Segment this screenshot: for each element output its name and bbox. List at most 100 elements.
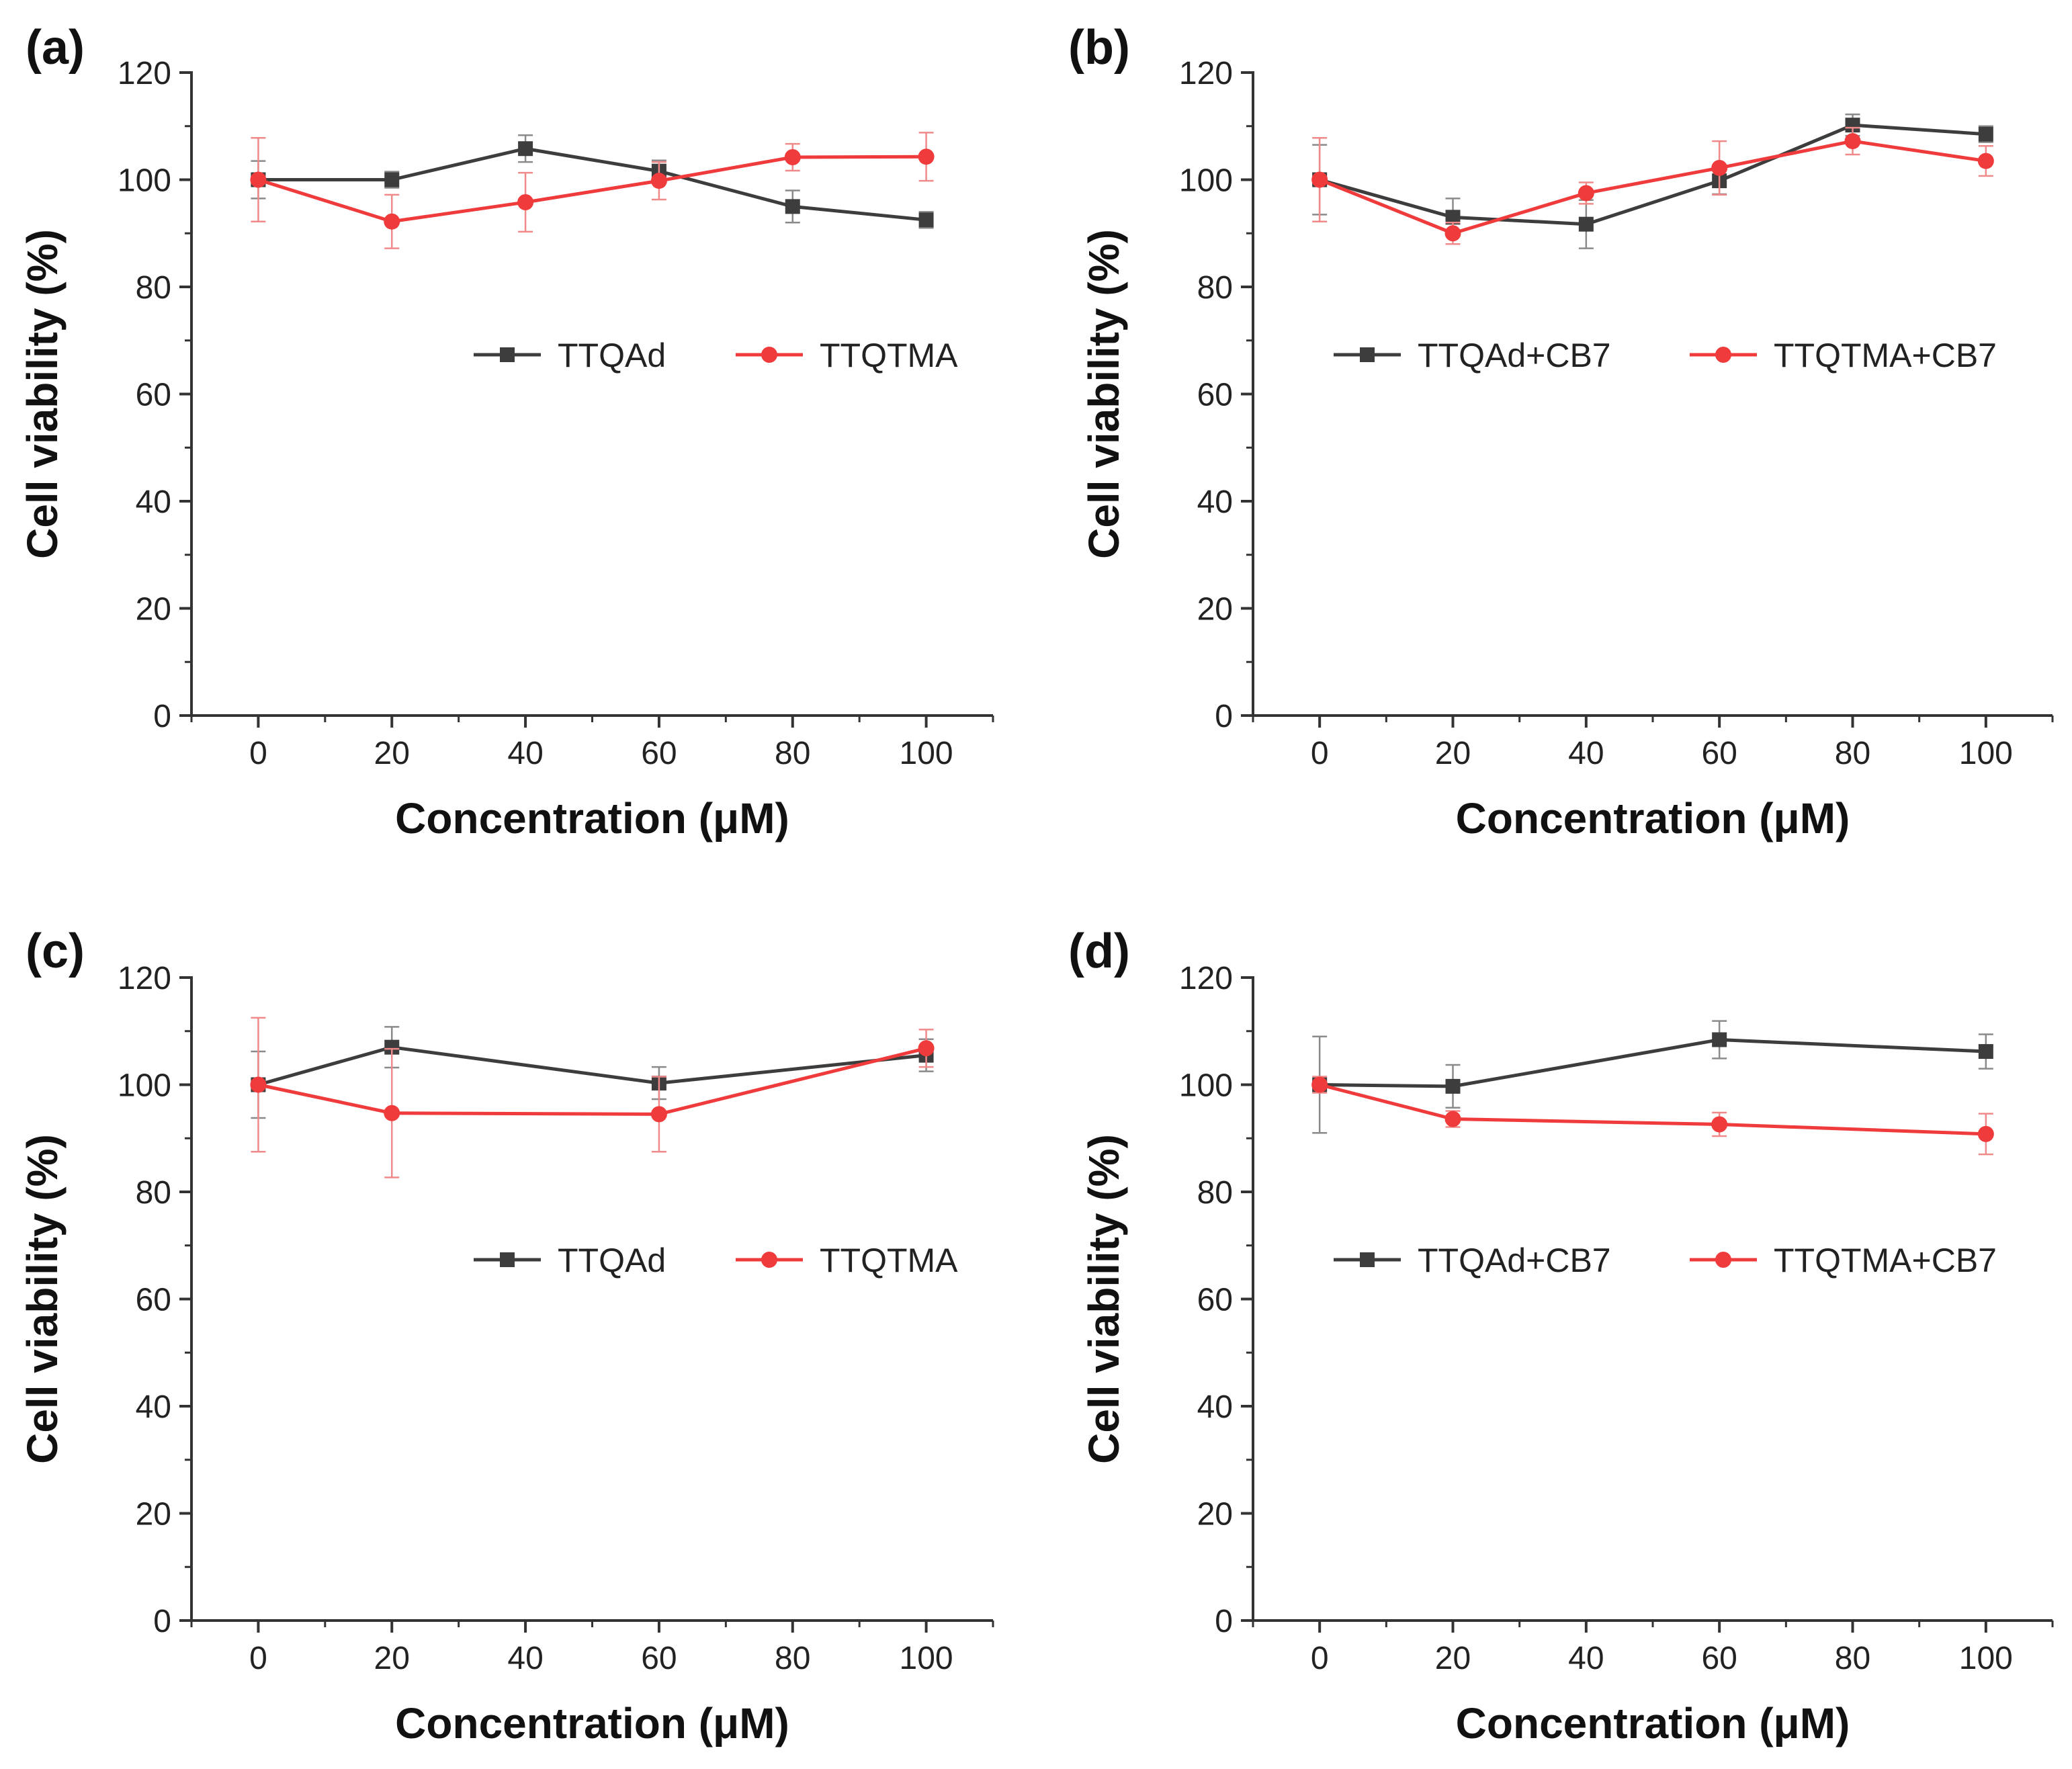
data-point — [250, 171, 267, 188]
data-point — [650, 173, 667, 189]
series-line — [257, 1045, 926, 1086]
y-tick-label: 0 — [1215, 1604, 1233, 1639]
data-point — [384, 1105, 400, 1121]
y-tick-label: 20 — [136, 592, 171, 628]
y-tick-label: 100 — [1179, 1068, 1233, 1104]
x-tick-label: 20 — [1435, 736, 1471, 771]
data-point — [1311, 171, 1328, 188]
y-tick-label: 40 — [1197, 1389, 1233, 1425]
data-point — [784, 149, 801, 166]
x-tick-label: 20 — [374, 736, 410, 771]
series-line — [1319, 123, 1987, 226]
panel-label: (a) — [26, 21, 85, 75]
y-tick-label: 20 — [136, 1497, 171, 1533]
x-tick-label: 40 — [1568, 736, 1604, 771]
x-axis-title: Concentration (μM) — [1456, 794, 1850, 843]
y-tick-label: 60 — [136, 378, 171, 413]
x-tick-label: 40 — [507, 736, 543, 771]
data-point — [1578, 216, 1594, 232]
y-tick-label: 80 — [136, 270, 171, 306]
x-tick-label: 60 — [1701, 1641, 1737, 1676]
legend-item: TTQTMA+CB7 — [1690, 1242, 1997, 1279]
data-point — [1712, 1032, 1727, 1047]
y-tick-label: 80 — [1197, 270, 1233, 306]
x-tick-label: 0 — [1311, 736, 1329, 771]
legend-label: TTQAd+CB7 — [1418, 1242, 1611, 1279]
data-point — [650, 1106, 667, 1123]
x-tick-label: 100 — [900, 736, 953, 771]
legend: TTQAd TTQTMA — [474, 1242, 958, 1279]
x-tick-label: 60 — [641, 1641, 677, 1676]
y-tick-label: 120 — [118, 961, 171, 996]
x-tick-label: 100 — [1959, 1641, 2013, 1676]
series-line — [257, 155, 926, 224]
legend-item: TTQTMA — [736, 1242, 958, 1279]
data-point — [785, 199, 800, 214]
data-point — [1977, 153, 1994, 169]
y-tick-label: 60 — [1197, 1283, 1233, 1318]
x-tick-label: 80 — [1835, 736, 1870, 771]
legend: TTQAd+CB7 TTQTMA+CB7 — [1334, 1242, 1997, 1279]
y-axis-title: Cell viability (%) — [1080, 1134, 1128, 1464]
legend-label: TTQTMA — [820, 1242, 958, 1279]
x-tick-label: 40 — [1568, 1641, 1604, 1676]
y-axis-title: Cell viability (%) — [18, 229, 67, 559]
series-line — [258, 146, 926, 222]
x-axis-title: Concentration (μM) — [395, 1699, 789, 1748]
y-tick-label: 20 — [1197, 592, 1233, 628]
x-tick-label: 100 — [1959, 736, 2013, 771]
series-line — [1319, 139, 1987, 235]
data-point — [250, 1076, 267, 1093]
panel-label: (c) — [26, 924, 85, 978]
y-tick-label: 120 — [1179, 961, 1233, 996]
data-point — [918, 1040, 935, 1057]
legend-item: TTQAd+CB7 — [1334, 1242, 1611, 1279]
legend-marker — [761, 347, 777, 363]
legend-item: TTQAd — [474, 1242, 666, 1279]
y-axis-title: Cell viability (%) — [1080, 229, 1128, 559]
data-point — [1711, 159, 1728, 176]
y-tick-label: 60 — [1197, 378, 1233, 413]
chart-panel-c: (c) 0 20 40 60 80 100 120 0 20 40 60 80 100 Concentrat… — [18, 924, 994, 1748]
data-point — [1578, 185, 1594, 202]
y-tick-label: 40 — [136, 1389, 171, 1425]
y-tick-label: 0 — [153, 1604, 171, 1639]
legend-label: TTQAd — [558, 1242, 666, 1279]
legend: TTQAd TTQTMA — [474, 337, 958, 374]
legend-label: TTQTMA+CB7 — [1774, 337, 1997, 374]
legend-item: TTQTMA — [736, 337, 958, 374]
legend-marker — [500, 1252, 515, 1267]
legend-marker — [500, 347, 515, 362]
panel-label: (b) — [1068, 21, 1130, 75]
data-point — [1978, 126, 1993, 142]
data-point — [1978, 1044, 1993, 1060]
y-tick-label: 0 — [153, 699, 171, 734]
data-point — [918, 148, 935, 165]
y-tick-label: 20 — [1197, 1497, 1233, 1533]
y-tick-label: 100 — [118, 1068, 171, 1104]
series-ttqtma-cb7 — [1311, 1076, 1994, 1156]
legend-item: TTQAd — [474, 337, 666, 374]
x-tick-label: 100 — [900, 1641, 953, 1676]
series-line — [1320, 1038, 1986, 1088]
series-line — [1319, 1083, 1986, 1136]
data-point — [384, 213, 400, 230]
y-tick-label: 120 — [1179, 56, 1233, 91]
x-tick-label: 20 — [1435, 1641, 1471, 1676]
x-tick-label: 0 — [249, 736, 267, 771]
data-point — [384, 172, 400, 187]
y-tick-label: 100 — [1179, 163, 1233, 199]
y-tick-label: 40 — [136, 484, 171, 520]
y-tick-label: 120 — [118, 56, 171, 91]
data-point — [384, 1039, 400, 1055]
legend-marker — [761, 1252, 777, 1268]
y-tick-label: 80 — [136, 1175, 171, 1211]
data-point — [918, 212, 934, 228]
x-tick-label: 0 — [1311, 1641, 1329, 1676]
series-ttqtma — [250, 1017, 935, 1178]
legend-label: TTQTMA — [820, 337, 958, 374]
x-tick-label: 0 — [249, 1641, 267, 1676]
data-point — [1445, 1078, 1461, 1094]
x-tick-label: 80 — [775, 736, 810, 771]
